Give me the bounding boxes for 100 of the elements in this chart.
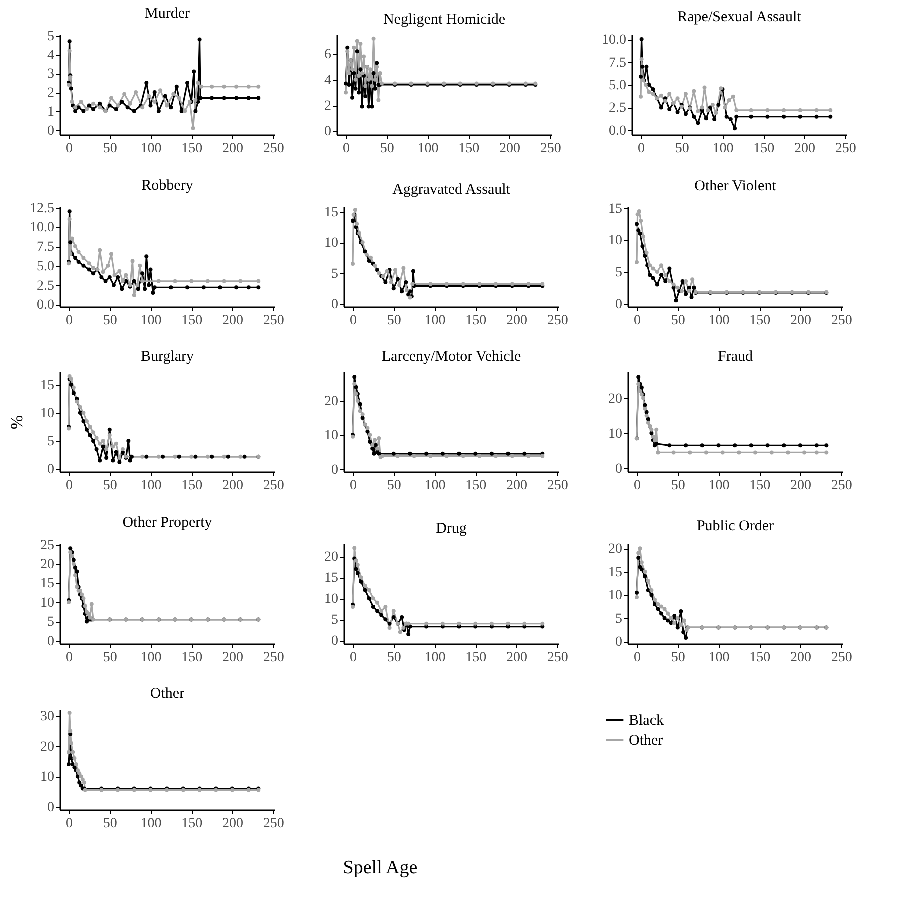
x-tick-label: 50: [387, 314, 402, 328]
x-tick-label: 200: [222, 314, 244, 328]
point: [696, 121, 700, 126]
x-tick-label: 200: [794, 142, 816, 156]
point: [710, 103, 715, 107]
y-tick-label: 0: [616, 635, 622, 650]
point: [733, 444, 738, 448]
point: [634, 222, 639, 226]
point: [660, 604, 664, 609]
point: [380, 609, 384, 614]
chart-title: Fraud: [718, 349, 754, 365]
point: [720, 450, 725, 455]
point: [108, 433, 112, 438]
point: [74, 106, 78, 110]
point: [354, 78, 358, 82]
point: [196, 81, 200, 86]
point: [400, 290, 404, 294]
point: [347, 71, 352, 76]
point: [408, 290, 412, 294]
point: [360, 416, 365, 420]
point: [384, 280, 388, 284]
x-tick-label: 200: [790, 650, 812, 666]
point: [151, 291, 156, 296]
point: [368, 440, 372, 444]
x-tick-label: 200: [222, 816, 244, 832]
y-tick-label: 20: [324, 550, 338, 566]
point: [344, 82, 348, 86]
point: [347, 83, 352, 87]
chart-title: Drug: [436, 521, 468, 537]
point: [478, 454, 482, 458]
point: [384, 605, 388, 610]
point: [376, 98, 381, 102]
point: [66, 750, 71, 754]
point: [370, 104, 374, 109]
point: [640, 58, 644, 62]
point: [242, 454, 247, 459]
y-tick-label: 15: [324, 205, 338, 220]
point: [68, 729, 73, 734]
point: [688, 450, 692, 455]
point: [782, 114, 786, 119]
point: [636, 228, 641, 233]
point: [152, 100, 157, 104]
x-tick-label: 50: [103, 314, 118, 328]
point: [222, 84, 226, 89]
point: [662, 607, 667, 612]
point: [814, 450, 819, 455]
legend-label: Other: [629, 733, 664, 749]
point: [120, 100, 124, 104]
point: [672, 614, 677, 618]
point: [378, 71, 382, 76]
point: [828, 114, 833, 119]
point: [728, 118, 733, 122]
point: [210, 96, 214, 100]
point: [72, 562, 76, 566]
point: [392, 616, 396, 620]
x-tick-label: 100: [424, 650, 446, 666]
point: [676, 626, 680, 630]
point: [684, 636, 688, 640]
point: [814, 444, 819, 448]
point: [669, 616, 674, 620]
point: [132, 109, 136, 114]
x-tick-label: 0: [634, 314, 641, 328]
x-tick-label: 150: [750, 314, 771, 328]
point: [640, 64, 645, 69]
point: [79, 774, 84, 779]
point: [644, 83, 648, 87]
point: [132, 279, 136, 284]
y-tick-label: 5: [48, 29, 54, 44]
point: [352, 382, 357, 386]
point: [101, 270, 106, 274]
point: [824, 444, 829, 448]
point: [385, 269, 390, 274]
point: [636, 212, 640, 217]
point: [676, 110, 680, 114]
chart-title: Robbery: [142, 178, 194, 194]
x-tick-label: 100: [140, 314, 162, 328]
y-tick-label: 0: [48, 124, 54, 139]
point: [82, 780, 87, 785]
point: [356, 571, 360, 576]
point: [350, 262, 355, 266]
x-tick-label: 0: [634, 650, 641, 666]
point: [674, 298, 678, 303]
point: [406, 632, 411, 636]
point: [92, 430, 96, 435]
y-tick-label: 20: [608, 542, 622, 558]
y-tick-label: 0: [48, 634, 54, 650]
y-tick-label: 0: [324, 124, 332, 140]
point: [376, 446, 380, 451]
point: [238, 279, 243, 284]
x-tick-label: 250: [263, 478, 284, 494]
point: [642, 396, 646, 400]
point: [373, 78, 378, 82]
y-tick-label: 10: [40, 596, 54, 611]
x-tick-label: 50: [387, 650, 402, 666]
point: [354, 385, 358, 390]
point: [396, 277, 400, 282]
point: [408, 452, 412, 456]
point: [128, 102, 132, 106]
point: [118, 460, 122, 464]
point: [814, 114, 819, 119]
